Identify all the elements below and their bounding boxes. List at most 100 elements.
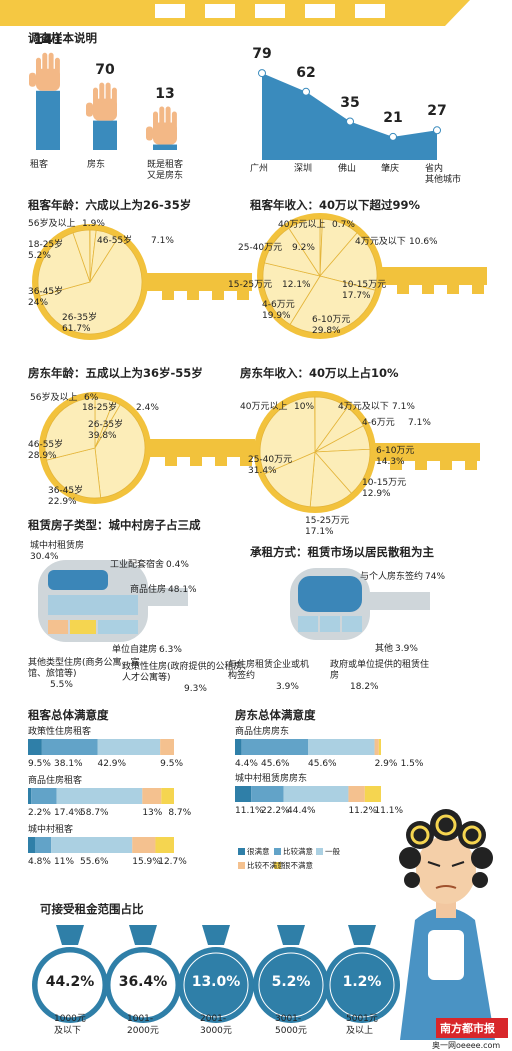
item-value: 0.4% [166,560,189,570]
slice-label: 26-35岁 [62,313,98,323]
range-label: 及以上 [346,1026,374,1036]
slice-label: 46-55岁 [28,440,64,450]
block [298,616,318,632]
city-value: 62 [296,64,316,81]
range-value: 1.2% [342,974,382,990]
segment-label: 4.8% [28,857,51,867]
bar-segment [142,788,162,804]
block [342,616,362,632]
section-title: 承租方式：租赁市场以居民散租为主 [250,545,434,559]
key-shaft [377,267,487,285]
item-value: 30.4% [30,552,59,562]
slice-label: 18-25岁 [28,240,64,250]
bar-segment [132,837,156,853]
slice-label: 56岁及以上 [28,219,76,229]
segment-label: 11.2% [348,806,378,816]
pie-slice [72,229,91,283]
bar-segment [160,739,174,755]
item-label: 与个人房东签约 [360,572,424,582]
pie-title: 租客年收入：40万以下超过99% [250,198,421,212]
bar-segment [378,739,381,755]
city-point [346,117,354,126]
bag-inner [258,952,324,1018]
slice-label: 4-6万元 [262,300,295,310]
segment-label: 11.1% [374,806,404,816]
item-value: 5.5% [50,680,73,690]
bar-segment [235,739,242,755]
sample-label: 又是房东 [147,171,184,181]
slice-value: 19.9% [262,311,291,321]
hand-thumb [146,126,153,141]
pie-slice [259,396,316,475]
key-shaft [148,588,188,606]
range-label: 2001- [200,1014,227,1024]
city-label: 广州 [250,164,269,174]
section-title: 租赁房子类型：城中村房子占三成 [28,518,201,532]
segment-label: 44.4% [287,806,316,816]
segment-label: 17.4% [54,808,83,818]
brand: 南方都市报 [440,1022,495,1035]
hand-finger [105,82,111,103]
key-shaft [370,443,480,461]
key-tooth [190,457,202,466]
pie-slice [319,232,378,291]
item-label: 政府或单位提供的租赁住房 [330,660,430,681]
segment-label: 12.7% [158,857,187,867]
slice-label: 4万元及以下 [338,402,389,412]
slice-value: 7.1% [392,402,415,412]
legend-swatch [274,862,281,869]
section-title: 房东总体满意度 [235,708,316,722]
item-value: 6.3% [159,645,182,655]
block [70,620,96,634]
bag-inner [37,952,103,1018]
key-tooth [187,291,199,300]
pie-title: 房东年龄：五成以上为36岁-55岁 [28,366,203,380]
city-point [389,132,397,141]
item-label: 工业配套宿舍 [110,560,165,570]
slice-value: 9.2% [292,243,315,253]
segment-label: 9.5% [160,759,183,769]
slice-value: 10% [294,402,315,412]
bag-inner [110,952,176,1018]
segment-label: 9.5% [28,759,51,769]
bar-segment [28,739,42,755]
item-value: 3.9% [276,682,299,692]
item-label: 政策性住房(政府提供的公租房、人才公寓等) [122,662,252,683]
segment-label: 38.1% [54,759,83,769]
slice-value: 7.1% [151,236,174,246]
pie-slice [288,218,321,278]
bar-segment [155,837,174,853]
slice-label: 15-25万元 [305,516,350,526]
sample-bar [153,144,177,150]
bar-segment [56,788,143,804]
sample-bar [93,120,117,150]
city-area [262,73,437,160]
legend-swatch [238,862,245,869]
bar-segment [308,739,375,755]
key-tooth [447,285,459,294]
bag-neck [277,925,305,945]
legend-label: 一般 [325,847,340,856]
key-shaft [145,439,255,457]
bar-segment [28,837,36,853]
slice-value: 28.9% [28,451,57,461]
slice-label: 25-40万元 [238,243,283,253]
sample-value: 141 [33,31,63,48]
slice-value: 14.3% [376,457,405,467]
pie-slice [262,262,321,326]
segment-label: 13% [142,808,163,818]
banner-squares [155,4,385,18]
city-label: 其他城市 [425,175,462,185]
bar-segment [374,739,379,755]
illustration [399,809,495,1040]
row-name: 城中村租客 [28,825,74,835]
slice-value: 31.4% [248,466,277,476]
segment-label: 22.2% [261,806,290,816]
bar-segment [283,786,349,802]
legend-swatch [274,848,281,855]
key-tooth [212,291,224,300]
bar-segment [31,788,57,804]
bar-segment [35,837,52,853]
bag-neck [129,925,157,945]
